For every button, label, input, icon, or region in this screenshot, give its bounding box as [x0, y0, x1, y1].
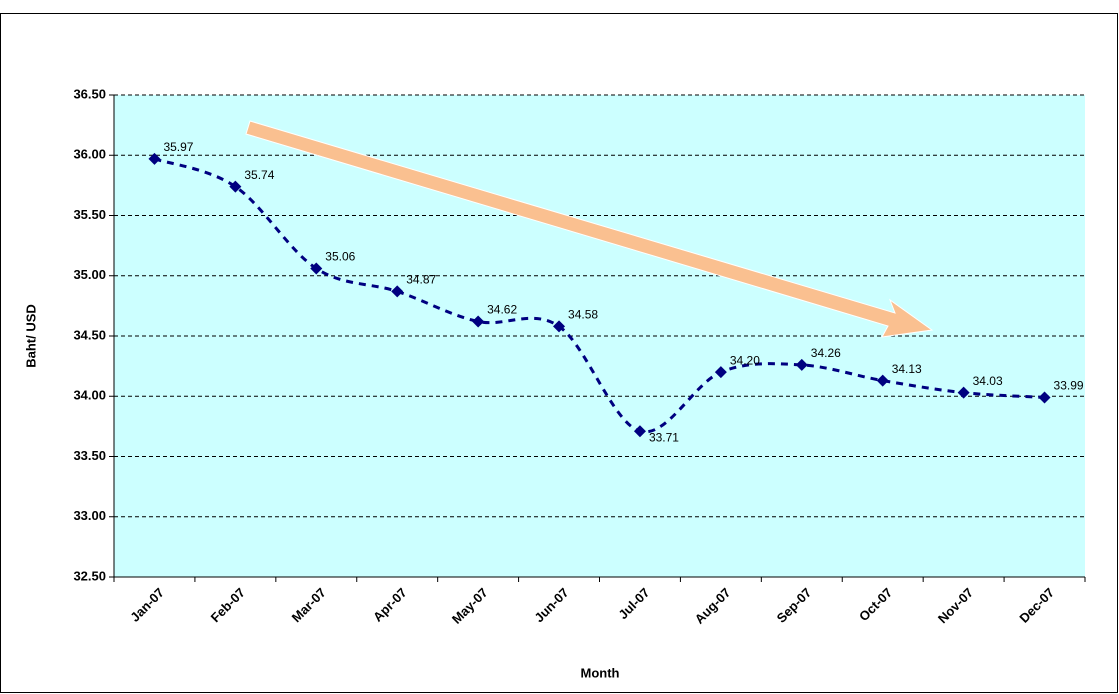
- y-tick-label: 33.50: [73, 448, 106, 463]
- data-point: [148, 152, 161, 165]
- data-point: [229, 180, 242, 193]
- y-tick-label: 33.00: [73, 508, 106, 523]
- data-label: 34.03: [973, 374, 1003, 388]
- data-point: [957, 386, 970, 399]
- y-tick-label: 32.50: [73, 568, 106, 583]
- y-axis-label: Baht/ USD: [23, 304, 38, 368]
- y-tick-label: 36.00: [73, 147, 106, 162]
- data-label: 34.20: [730, 353, 760, 367]
- data-label: 35.74: [244, 168, 274, 182]
- data-point: [876, 374, 889, 387]
- data-point: [633, 425, 646, 438]
- data-label: 34.26: [811, 346, 841, 360]
- data-label: 34.13: [892, 362, 922, 376]
- y-tick-label: 34.50: [73, 327, 106, 342]
- data-label: 33.99: [1054, 379, 1084, 393]
- data-label: 35.06: [325, 250, 355, 264]
- data-point: [714, 366, 727, 379]
- data-label: 33.71: [649, 430, 679, 444]
- y-tick-label: 35.50: [73, 207, 106, 222]
- y-tick-label: 35.00: [73, 267, 106, 282]
- data-point: [1038, 391, 1051, 404]
- x-axis-label: Month: [581, 665, 620, 680]
- data-point: [795, 358, 808, 371]
- y-tick-label: 36.50: [73, 86, 106, 101]
- data-label: 35.97: [163, 140, 193, 154]
- data-label: 34.87: [406, 273, 436, 287]
- data-label: 34.62: [487, 303, 517, 317]
- data-label: 34.58: [568, 308, 598, 322]
- y-tick-label: 34.00: [73, 388, 106, 403]
